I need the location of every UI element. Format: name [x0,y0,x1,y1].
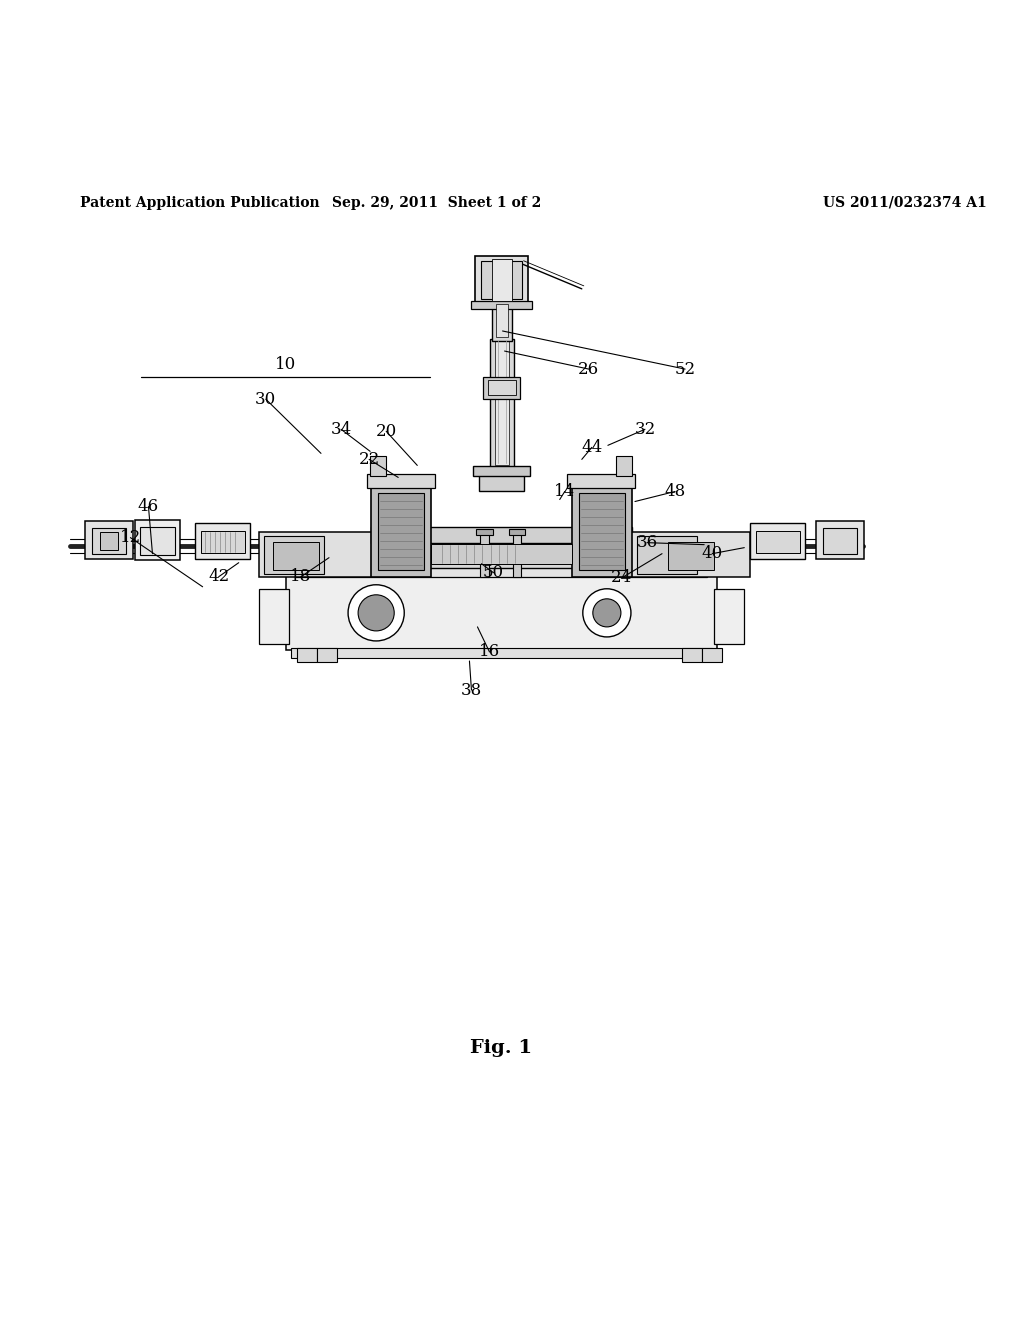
Bar [259,532,379,577]
Bar [571,487,632,577]
Bar [615,457,632,477]
Bar [479,474,523,491]
Text: 32: 32 [634,421,655,438]
Text: 14: 14 [554,483,575,500]
Text: Patent Application Publication: Patent Application Publication [80,195,319,210]
Bar [489,339,514,470]
Bar [201,531,245,553]
Bar [513,532,520,577]
Bar [317,648,337,663]
Bar [751,523,806,558]
Bar [495,341,509,466]
Text: 16: 16 [479,643,500,660]
Text: 26: 26 [579,360,599,378]
Bar [135,520,179,560]
Bar [487,380,516,395]
Text: 34: 34 [331,421,351,438]
Bar [297,648,317,663]
Bar [566,474,635,488]
Bar [480,532,488,577]
Bar [476,528,493,535]
Text: 30: 30 [255,391,276,408]
Bar [291,648,713,657]
Bar [630,532,751,577]
Bar [475,256,527,304]
Bar [286,574,717,649]
Bar [431,544,571,564]
Bar [368,474,435,488]
Bar [264,536,324,574]
Bar [371,527,632,543]
Circle shape [593,599,621,627]
Bar [473,466,529,477]
Text: 10: 10 [275,355,297,372]
Text: 20: 20 [376,422,397,440]
Text: 18: 18 [291,568,311,585]
Text: 46: 46 [138,498,159,515]
Text: 52: 52 [675,360,695,378]
Text: 12: 12 [120,529,141,546]
Text: 44: 44 [582,438,602,455]
Bar [481,261,521,298]
Bar [509,528,524,535]
Text: Fig. 1: Fig. 1 [470,1039,532,1057]
Bar [272,541,319,570]
Circle shape [358,595,394,631]
Bar [296,566,708,577]
Bar [140,527,174,554]
Bar [426,537,577,568]
Bar [822,528,857,553]
Bar [195,523,250,558]
Text: 40: 40 [701,545,723,562]
Text: 38: 38 [461,681,482,698]
Bar [579,494,625,570]
Circle shape [583,589,631,638]
Text: US 2011/0232374 A1: US 2011/0232374 A1 [822,195,986,210]
Bar [370,457,386,477]
Text: Sep. 29, 2011  Sheet 1 of 2: Sep. 29, 2011 Sheet 1 of 2 [332,195,541,210]
Bar [100,532,119,549]
Bar [757,531,801,553]
Text: 50: 50 [483,564,504,581]
Text: 48: 48 [665,483,686,500]
Bar [702,648,722,663]
Bar [492,301,512,341]
Bar [85,520,133,558]
Bar [714,589,744,644]
Bar [483,378,519,399]
Bar [492,259,512,301]
Bar [496,304,508,337]
Bar [92,528,126,553]
Bar [471,301,531,309]
Bar [815,520,863,558]
Text: 22: 22 [358,451,380,467]
Text: 36: 36 [637,535,657,552]
Bar [378,494,424,570]
Text: 42: 42 [208,568,229,585]
Bar [259,589,289,644]
Text: 24: 24 [611,569,633,586]
Bar [637,536,697,574]
Bar [371,487,431,577]
Bar [668,541,714,570]
Bar [682,648,702,663]
Circle shape [348,585,404,642]
